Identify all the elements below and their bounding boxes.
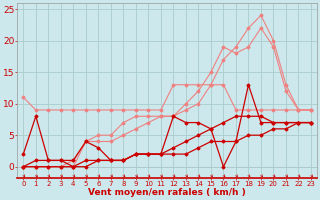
X-axis label: Vent moyen/en rafales ( km/h ): Vent moyen/en rafales ( km/h ) — [88, 188, 246, 197]
